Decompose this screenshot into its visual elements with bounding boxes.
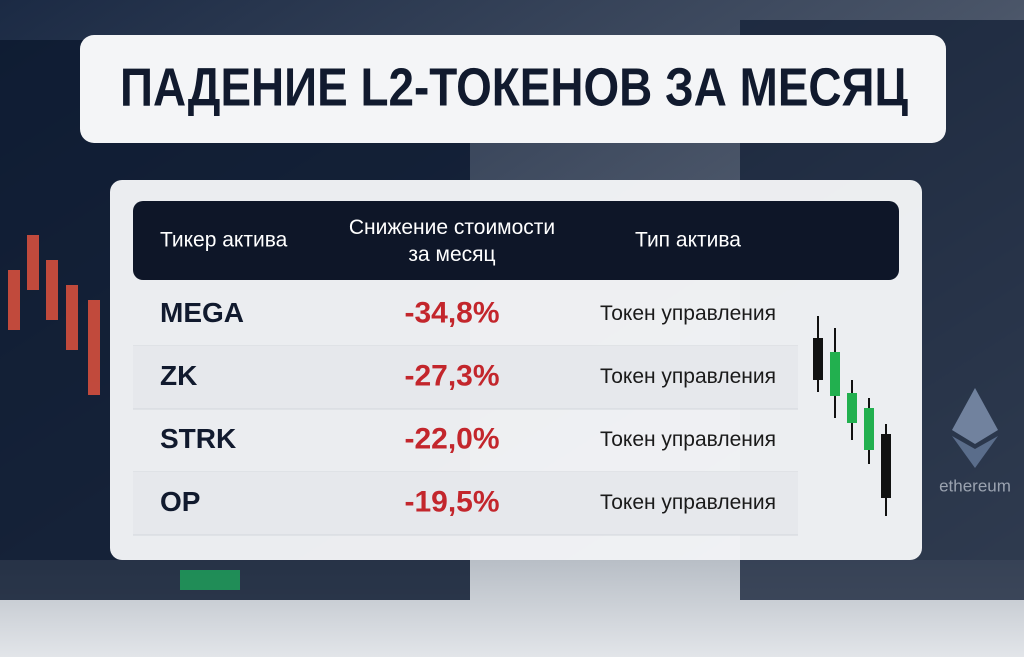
decor-candles (813, 316, 891, 516)
change: -27,3% (404, 359, 499, 392)
candle (180, 570, 240, 590)
asset-type: Токен управления (600, 428, 776, 451)
ticker: ZK (160, 360, 197, 391)
candle (88, 300, 100, 395)
candle (8, 270, 20, 330)
eth-shape (952, 436, 998, 468)
column-header: Тип актива (635, 229, 741, 252)
candle (847, 393, 857, 423)
eth-logo: ethereum (939, 388, 1011, 495)
header-line: Снижение стоимости (349, 216, 555, 239)
row-stripe (133, 346, 798, 409)
candle (864, 408, 874, 450)
change: -19,5% (404, 485, 499, 518)
change: -22,0% (404, 422, 499, 455)
candle (813, 338, 823, 380)
change: -34,8% (404, 296, 499, 329)
asset-type: Токен управления (600, 365, 776, 388)
logo-text: ethereum (939, 476, 1011, 495)
title-box (80, 35, 946, 143)
title: ПАДЕНИЕ L2-ТОКЕНОВ ЗА МЕСЯЦ (120, 57, 908, 117)
candle (881, 434, 891, 498)
ticker: STRK (160, 423, 236, 454)
candle (27, 235, 39, 290)
asset-type: Токен управления (600, 491, 776, 514)
row-stripe (133, 472, 798, 535)
candle (46, 260, 58, 320)
column-header: Снижение стоимости за месяц (349, 216, 555, 266)
ticker: OP (160, 486, 200, 517)
asset-type: Токен управления (600, 302, 776, 325)
table-body: MEGA -34,8% Токен управления ZK -27,3% Токен … (133, 296, 798, 536)
candle (66, 285, 78, 350)
ticker: MEGA (160, 297, 244, 328)
column-header: Тикер актива (160, 229, 288, 252)
header-line: за месяц (408, 243, 495, 266)
candle (830, 352, 840, 396)
background-candles (8, 235, 240, 590)
table-header (133, 201, 899, 280)
eth-shape (952, 388, 998, 444)
